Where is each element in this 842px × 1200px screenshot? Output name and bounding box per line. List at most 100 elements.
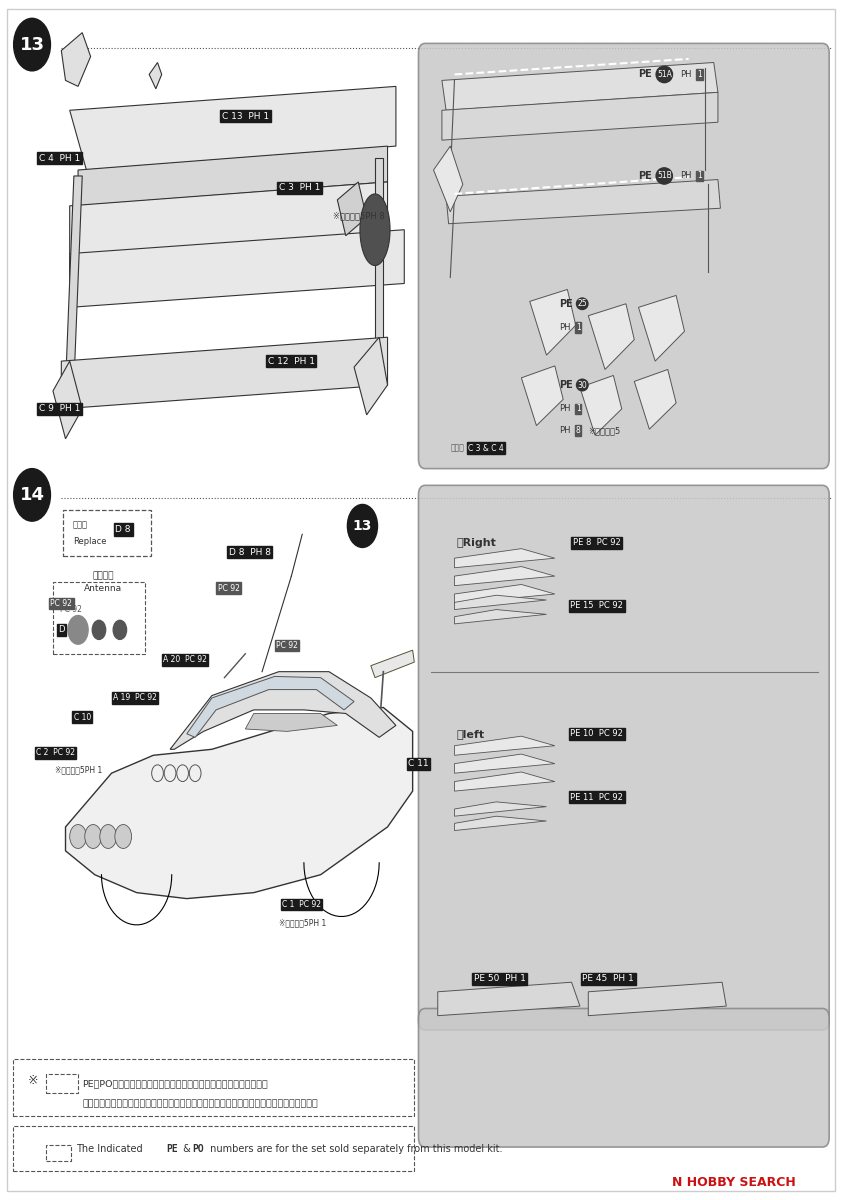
- Text: PE 50  PH 1: PE 50 PH 1: [474, 974, 525, 983]
- Text: 1: 1: [697, 70, 701, 79]
- Text: PH: PH: [559, 323, 571, 332]
- Circle shape: [348, 504, 377, 547]
- Text: エッチングパーツとカーボンファイバーは付属しておりません。別途お買い求めください。: エッチングパーツとカーボンファイバーは付属しておりません。別途お買い求めください…: [83, 1099, 318, 1109]
- Circle shape: [85, 824, 102, 848]
- Text: PH: PH: [680, 70, 692, 79]
- Text: C 2  PC 92: C 2 PC 92: [36, 749, 75, 757]
- Text: C 4  PH 1: C 4 PH 1: [39, 154, 80, 162]
- Polygon shape: [455, 548, 555, 568]
- Polygon shape: [589, 304, 634, 370]
- Text: 右Right: 右Right: [456, 538, 496, 547]
- Text: PE: PE: [559, 299, 573, 308]
- Text: PE: PE: [638, 170, 653, 181]
- Text: PE: PE: [638, 70, 653, 79]
- Polygon shape: [530, 289, 576, 355]
- Polygon shape: [66, 708, 413, 899]
- Text: PE: PE: [166, 1145, 178, 1154]
- Polygon shape: [455, 772, 555, 791]
- Bar: [63, 510, 151, 556]
- Text: numbers are for the set sold separately from this model kit.: numbers are for the set sold separately …: [207, 1145, 503, 1154]
- Polygon shape: [245, 714, 338, 731]
- Text: 13: 13: [353, 518, 372, 533]
- Polygon shape: [370, 650, 414, 678]
- Text: N HOBBY SEARCH: N HOBBY SEARCH: [672, 1176, 796, 1189]
- Text: C 3  PH 1: C 3 PH 1: [279, 184, 321, 192]
- Text: PE: PE: [559, 380, 573, 390]
- Text: C 1  PC 92: C 1 PC 92: [282, 900, 321, 910]
- Polygon shape: [634, 370, 676, 430]
- Text: PC 92: PC 92: [218, 583, 240, 593]
- Polygon shape: [170, 672, 396, 749]
- Text: 替える: 替える: [73, 521, 88, 529]
- Polygon shape: [70, 86, 396, 170]
- Text: ※ゼッケン5PH 8: ※ゼッケン5PH 8: [333, 211, 385, 220]
- Polygon shape: [442, 62, 718, 110]
- Bar: [53, 582, 145, 654]
- Polygon shape: [149, 62, 162, 89]
- Text: PO: PO: [192, 1145, 204, 1154]
- Polygon shape: [580, 376, 621, 436]
- Polygon shape: [53, 361, 83, 439]
- Text: D 8  PH 8: D 8 PH 8: [228, 547, 270, 557]
- Text: 左left: 左left: [456, 728, 484, 739]
- Text: ※ゼッケン5: ※ゼッケン5: [589, 426, 621, 434]
- Text: C 12  PH 1: C 12 PH 1: [268, 356, 315, 366]
- Text: 30: 30: [578, 380, 587, 390]
- Text: 13: 13: [19, 36, 45, 54]
- Text: 14: 14: [19, 486, 45, 504]
- Text: PH: PH: [559, 404, 571, 413]
- Circle shape: [13, 18, 51, 71]
- Polygon shape: [455, 566, 555, 586]
- Polygon shape: [521, 366, 563, 426]
- Text: ※: ※: [28, 1074, 39, 1087]
- Text: PH: PH: [680, 172, 692, 180]
- Circle shape: [93, 620, 105, 640]
- Text: PE 8  PC 92: PE 8 PC 92: [573, 538, 621, 547]
- Text: 25: 25: [578, 299, 587, 308]
- Text: アンテナ: アンテナ: [93, 571, 114, 581]
- Polygon shape: [434, 146, 463, 212]
- Polygon shape: [455, 736, 555, 755]
- Polygon shape: [455, 816, 546, 830]
- Text: D: D: [58, 625, 65, 635]
- Polygon shape: [187, 677, 354, 737]
- Text: ※ゼッケン5PH 1: ※ゼッケン5PH 1: [279, 918, 326, 926]
- Bar: [46, 1074, 78, 1093]
- Text: PC 92: PC 92: [51, 599, 72, 608]
- Polygon shape: [589, 983, 727, 1015]
- Circle shape: [113, 620, 126, 640]
- Polygon shape: [455, 754, 555, 773]
- FancyBboxPatch shape: [418, 485, 829, 1030]
- Text: 51A: 51A: [657, 70, 672, 79]
- Polygon shape: [66, 176, 83, 385]
- Polygon shape: [70, 182, 387, 289]
- Text: C 9  PH 1: C 9 PH 1: [39, 404, 80, 413]
- Text: A 19  PC 92: A 19 PC 92: [113, 694, 157, 702]
- Text: D 8: D 8: [115, 526, 131, 534]
- Text: PE 11  PC 92: PE 11 PC 92: [570, 792, 623, 802]
- Text: PC 92: PC 92: [60, 605, 82, 614]
- Bar: [13, 1126, 414, 1171]
- Polygon shape: [360, 194, 390, 265]
- Bar: [46, 1145, 72, 1162]
- Text: C 10: C 10: [73, 713, 91, 721]
- Polygon shape: [455, 595, 546, 610]
- Text: 1: 1: [576, 323, 580, 332]
- Text: A 20  PC 92: A 20 PC 92: [163, 655, 207, 665]
- Text: PE＆PO番号はエッチングパーツとカーボンファイバーの指示です。: PE＆PO番号はエッチングパーツとカーボンファイバーの指示です。: [83, 1079, 268, 1088]
- Circle shape: [100, 824, 116, 848]
- Bar: [13, 1058, 414, 1116]
- Polygon shape: [638, 295, 685, 361]
- Text: 1: 1: [697, 172, 701, 180]
- Text: 51B: 51B: [657, 172, 672, 180]
- Polygon shape: [438, 983, 580, 1015]
- Text: Antenna: Antenna: [84, 583, 122, 593]
- Text: Replace: Replace: [73, 536, 107, 546]
- Polygon shape: [442, 92, 718, 140]
- Text: C 11: C 11: [408, 760, 429, 768]
- Text: C 3 & C 4: C 3 & C 4: [468, 444, 504, 452]
- Polygon shape: [446, 180, 721, 223]
- Polygon shape: [70, 229, 404, 307]
- Text: 1: 1: [576, 404, 580, 413]
- Text: PE 10  PC 92: PE 10 PC 92: [570, 730, 623, 738]
